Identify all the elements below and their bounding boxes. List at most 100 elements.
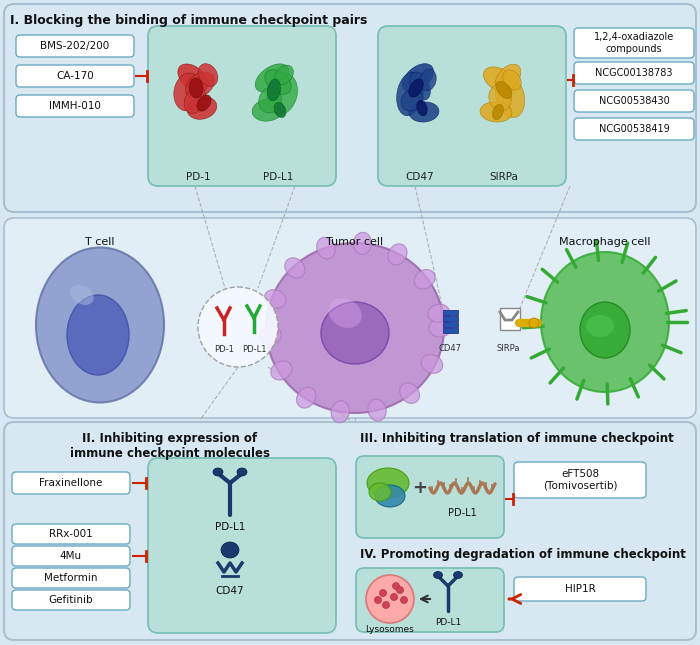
Ellipse shape [321, 302, 389, 364]
Text: CD47: CD47 [406, 172, 434, 182]
Text: CD47: CD47 [438, 344, 461, 353]
Ellipse shape [401, 89, 423, 111]
Text: NCG00538419: NCG00538419 [598, 124, 669, 134]
FancyBboxPatch shape [4, 218, 696, 418]
Circle shape [391, 593, 398, 600]
Ellipse shape [174, 73, 202, 111]
FancyBboxPatch shape [574, 28, 694, 58]
Ellipse shape [187, 97, 217, 119]
Text: 4Mu: 4Mu [60, 551, 82, 561]
FancyBboxPatch shape [12, 590, 130, 610]
Circle shape [198, 287, 278, 367]
Ellipse shape [580, 302, 630, 358]
Ellipse shape [186, 72, 214, 98]
Ellipse shape [503, 70, 522, 90]
Ellipse shape [480, 102, 512, 122]
Ellipse shape [36, 248, 164, 402]
Ellipse shape [184, 86, 206, 114]
Ellipse shape [400, 383, 419, 403]
FancyBboxPatch shape [4, 422, 696, 640]
Text: RRx-001: RRx-001 [49, 529, 93, 539]
FancyBboxPatch shape [574, 62, 694, 84]
Circle shape [379, 590, 386, 597]
Bar [500, 308, 520, 330]
Ellipse shape [541, 252, 669, 392]
Ellipse shape [331, 401, 349, 422]
Ellipse shape [265, 70, 291, 94]
Bar [443, 328, 458, 333]
Ellipse shape [197, 95, 211, 111]
Circle shape [393, 582, 400, 590]
Ellipse shape [328, 298, 362, 328]
Text: NCGC00138783: NCGC00138783 [595, 68, 673, 78]
Ellipse shape [369, 483, 391, 501]
Ellipse shape [409, 102, 439, 122]
Ellipse shape [297, 387, 316, 408]
FancyBboxPatch shape [148, 26, 336, 186]
FancyBboxPatch shape [16, 65, 134, 87]
Text: I. Blocking the binding of immune checkpoint pairs: I. Blocking the binding of immune checkp… [10, 14, 368, 27]
FancyBboxPatch shape [514, 462, 646, 498]
Ellipse shape [421, 355, 442, 373]
Text: Metformin: Metformin [44, 573, 98, 583]
FancyBboxPatch shape [514, 577, 646, 601]
Ellipse shape [397, 72, 424, 116]
FancyBboxPatch shape [356, 568, 504, 632]
FancyBboxPatch shape [356, 456, 504, 538]
Ellipse shape [221, 542, 239, 558]
Text: Tumor cell: Tumor cell [326, 237, 384, 247]
Text: SIRPa: SIRPa [489, 172, 519, 182]
Ellipse shape [496, 81, 512, 99]
Ellipse shape [420, 69, 436, 91]
Ellipse shape [267, 74, 298, 115]
Ellipse shape [388, 244, 407, 265]
Ellipse shape [429, 319, 451, 337]
Ellipse shape [454, 571, 463, 579]
Bar [443, 322, 458, 327]
Ellipse shape [484, 67, 517, 93]
Ellipse shape [368, 399, 386, 421]
FancyBboxPatch shape [574, 118, 694, 140]
Circle shape [382, 602, 389, 608]
Ellipse shape [265, 290, 286, 308]
Ellipse shape [266, 243, 444, 413]
Text: Fraxinellone: Fraxinellone [39, 478, 103, 488]
Ellipse shape [70, 285, 94, 305]
Ellipse shape [402, 64, 433, 92]
Ellipse shape [416, 100, 427, 116]
Ellipse shape [274, 103, 286, 117]
Ellipse shape [414, 270, 435, 289]
Ellipse shape [237, 468, 247, 476]
Text: CD47: CD47 [216, 586, 244, 596]
Text: eFT508
(Tomivosertib): eFT508 (Tomivosertib) [542, 469, 617, 491]
FancyBboxPatch shape [16, 95, 134, 117]
Text: PD-L1: PD-L1 [241, 345, 266, 354]
FancyBboxPatch shape [12, 546, 130, 566]
Ellipse shape [409, 79, 423, 97]
Ellipse shape [495, 64, 521, 92]
Text: BMS-202/200: BMS-202/200 [41, 41, 110, 51]
Ellipse shape [178, 64, 208, 92]
FancyBboxPatch shape [148, 458, 336, 633]
Ellipse shape [274, 65, 293, 85]
Text: PD-L1: PD-L1 [262, 172, 293, 182]
Circle shape [374, 597, 382, 604]
Ellipse shape [271, 361, 292, 380]
Text: Macrophage cell: Macrophage cell [559, 237, 651, 247]
Ellipse shape [198, 64, 218, 86]
Ellipse shape [256, 64, 289, 92]
Ellipse shape [489, 85, 511, 111]
Bar [443, 316, 458, 321]
Ellipse shape [367, 468, 409, 498]
Text: IMMH-010: IMMH-010 [49, 101, 101, 111]
Bar [443, 310, 458, 315]
Ellipse shape [496, 74, 525, 117]
Text: Lysosomes: Lysosomes [365, 625, 414, 634]
FancyBboxPatch shape [16, 35, 134, 57]
Ellipse shape [252, 99, 284, 121]
Text: IV. Promoting degradation of immune checkpoint: IV. Promoting degradation of immune chec… [360, 548, 686, 561]
Text: CA-170: CA-170 [56, 71, 94, 81]
Ellipse shape [428, 304, 449, 322]
Ellipse shape [410, 72, 430, 100]
FancyBboxPatch shape [574, 90, 694, 112]
